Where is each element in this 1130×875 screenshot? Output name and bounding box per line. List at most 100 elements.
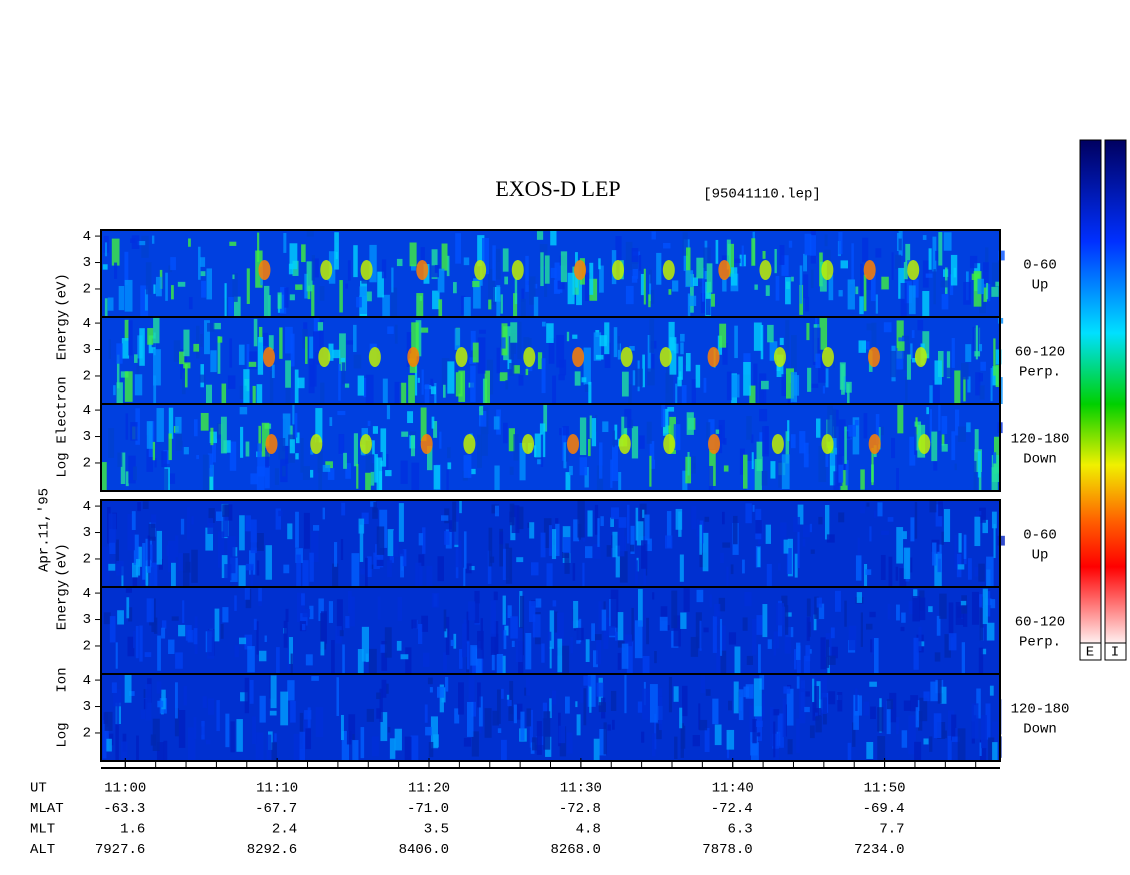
spectrogram-cell <box>753 322 762 351</box>
spectrogram-cell <box>312 258 319 278</box>
spectrogram-cell <box>646 617 650 645</box>
spectrogram-blob <box>718 260 731 280</box>
spectrogram-cell <box>262 332 269 346</box>
spectrogram-cell <box>516 703 523 720</box>
spectrogram-cell <box>936 615 941 636</box>
spectrogram-cell <box>380 644 387 653</box>
spectrogram-cell <box>585 639 590 662</box>
spectrogram-cell <box>617 612 624 641</box>
spectrogram-cell <box>841 364 845 395</box>
spectrogram-cell <box>578 523 582 540</box>
spectrogram-cell <box>523 337 530 351</box>
spectrogram-cell <box>932 542 937 566</box>
spectrogram-cell <box>131 235 140 249</box>
spectrogram-cell <box>929 385 934 404</box>
spectrogram-cell <box>913 279 919 298</box>
spectrogram-cell <box>992 742 998 761</box>
spectrogram-cell <box>408 375 415 404</box>
spectrogram-cell <box>606 545 612 557</box>
spectrogram-cell <box>828 691 836 705</box>
spectrogram-cell <box>339 630 344 637</box>
spectrogram-cell <box>631 426 639 459</box>
spectrogram-cell <box>673 424 681 451</box>
spectrogram-cell <box>509 680 514 715</box>
spectrogram-cell <box>758 644 761 674</box>
spectrogram-cell <box>346 340 355 345</box>
spectrogram-cell <box>716 649 721 674</box>
spectrogram-cell <box>570 637 573 654</box>
spectrogram-cell <box>810 549 815 554</box>
spectrogram-cell <box>463 567 466 587</box>
spectrogram-cell <box>708 419 715 449</box>
spectrogram-cell <box>135 408 140 445</box>
spectrogram-cell <box>668 676 673 713</box>
spectrogram-cell <box>337 410 346 416</box>
spectrogram-cell <box>886 700 891 735</box>
spectrogram-cell <box>978 373 983 382</box>
spectrogram-cell <box>751 452 754 470</box>
spectrogram-cell <box>156 742 165 761</box>
spectrogram-cell <box>599 335 607 347</box>
spectrogram-cell <box>992 721 998 753</box>
spectrogram-cell <box>700 293 706 314</box>
spectrogram-cell <box>781 255 789 276</box>
spectrogram-cell <box>507 699 512 707</box>
spectrogram-blob <box>360 260 373 280</box>
spectrogram-cell <box>294 369 299 404</box>
spectrogram-cell <box>880 554 886 580</box>
spectrogram-cell <box>947 710 955 740</box>
spectrogram-cell <box>536 231 544 240</box>
spectrogram-cell <box>447 447 451 459</box>
spectrogram-cell <box>111 682 117 693</box>
spectrogram-cell <box>170 257 176 271</box>
spectrogram-cell <box>543 404 548 432</box>
spectrogram-cell <box>469 357 476 364</box>
spectrogram-cell <box>266 734 272 760</box>
spectrogram-cell <box>496 285 501 317</box>
spectrogram-blob <box>318 347 331 367</box>
spectrogram-cell <box>793 516 801 533</box>
spectrogram-cell <box>327 468 335 480</box>
spectrogram-cell <box>845 460 849 486</box>
spectrogram-cell <box>596 682 604 697</box>
spectrogram-cell <box>426 445 433 471</box>
spectrogram-cell <box>652 592 655 600</box>
panel-label: Up <box>1032 548 1049 564</box>
spectrogram-cell <box>977 278 984 295</box>
spectrogram-cell <box>443 609 447 632</box>
spectrogram-cell <box>532 614 541 638</box>
spectrogram-cell <box>865 569 872 575</box>
spectrogram-cell <box>213 322 221 330</box>
spectrogram-cell <box>563 442 567 469</box>
spectrogram-blob <box>262 347 275 367</box>
spectrogram-blob <box>867 347 880 367</box>
spectrogram-cell <box>712 698 719 725</box>
spectrogram-blob <box>821 260 834 280</box>
spectrogram-cell <box>328 601 333 623</box>
spectrogram-cell <box>232 273 238 302</box>
spectrogram-cell <box>301 593 305 606</box>
spectrogram-cell <box>974 516 981 547</box>
spectrogram-cell <box>766 563 772 587</box>
spectrogram-cell <box>594 504 599 535</box>
y-tick-label: 4 <box>83 316 91 332</box>
spectrogram-cell <box>728 700 733 711</box>
spectrogram-cell <box>593 634 602 641</box>
spectrogram-cell <box>986 282 989 300</box>
spectrogram-cell <box>957 728 966 761</box>
spectrogram-cell <box>990 367 993 402</box>
spectrogram-cell <box>915 417 918 435</box>
spectrogram-cell <box>682 232 688 256</box>
spectrogram-cell <box>525 368 529 376</box>
ephemeris-value: 7234.0 <box>854 842 904 858</box>
spectrogram-cell <box>960 600 967 606</box>
spectrogram-cell <box>476 434 482 468</box>
spectrogram-cell <box>250 565 254 587</box>
spectrogram-cell <box>217 531 225 568</box>
spectrogram-cell <box>271 364 275 379</box>
spectrogram-cell <box>359 524 364 562</box>
spectrogram-cell <box>978 647 984 674</box>
spectrogram-cell <box>863 413 868 439</box>
spectrogram-cell <box>116 354 120 389</box>
spectrogram-cell <box>549 610 554 649</box>
